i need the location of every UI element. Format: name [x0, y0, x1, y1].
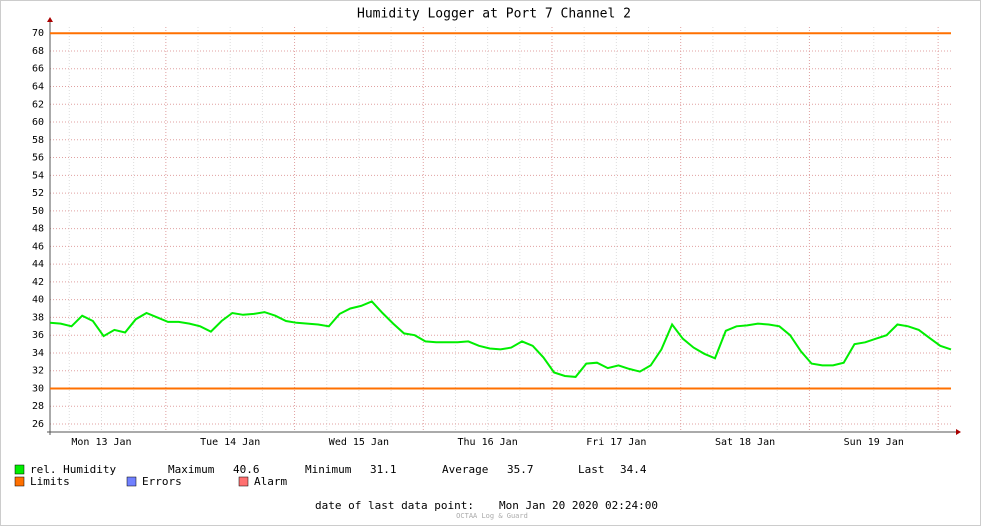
- stat-value: 34.4: [620, 463, 647, 476]
- y-tick-label: 36: [32, 330, 44, 341]
- legend-label: Errors: [142, 475, 182, 488]
- y-tick-label: 66: [32, 64, 44, 75]
- y-tick-label: 54: [32, 170, 44, 181]
- y-tick-label: 50: [32, 206, 44, 217]
- legend-label: Alarm: [254, 475, 287, 488]
- last-point: Mon Jan 20 2020 02:24:00: [499, 499, 658, 512]
- legend-label: rel. Humidity: [30, 463, 116, 476]
- y-tick-label: 68: [32, 46, 44, 57]
- chart-title: Humidity Logger at Port 7 Channel 2: [357, 7, 631, 22]
- y-tick-label: 62: [32, 99, 44, 110]
- y-tick-label: 52: [32, 188, 44, 199]
- stat-value: 35.7: [507, 463, 534, 476]
- x-tick-label: Tue 14 Jan: [200, 437, 260, 448]
- stat-value: 40.6: [233, 463, 260, 476]
- y-tick-label: 44: [32, 259, 44, 270]
- legend-swatch: [238, 476, 249, 487]
- stat-label: Minimum: [305, 463, 352, 476]
- x-tick-label: Sun 19 Jan: [844, 437, 904, 448]
- legend-swatch: [14, 464, 25, 475]
- x-tick-label: Thu 16 Jan: [458, 437, 518, 448]
- y-tick-label: 58: [32, 135, 44, 146]
- y-tick-label: 70: [32, 28, 44, 39]
- x-tick-label: Sat 18 Jan: [715, 437, 775, 448]
- stat-value: 31.1: [370, 463, 397, 476]
- y-tick-label: 34: [32, 348, 44, 359]
- y-tick-label: 46: [32, 241, 44, 252]
- watermark: OCTAA Log & Guard: [456, 512, 528, 520]
- y-tick-label: 64: [32, 82, 44, 93]
- arrow: [956, 429, 961, 435]
- line: [49, 300, 952, 378]
- legend-swatch: [14, 476, 25, 487]
- legend-label: Limits: [30, 475, 70, 488]
- stat-label: Maximum: [168, 463, 215, 476]
- stat-label: Average: [442, 463, 488, 476]
- arrow: [47, 17, 53, 22]
- y-tick-label: 48: [32, 224, 44, 235]
- x-tick-label: Mon 13 Jan: [71, 437, 131, 448]
- y-tick-label: 42: [32, 277, 44, 288]
- y-tick-label: 56: [32, 153, 44, 164]
- stat-label: Last: [578, 463, 605, 476]
- y-tick-label: 60: [32, 117, 44, 128]
- last-point-label: date of last data point:: [315, 499, 474, 512]
- legend-swatch: [126, 476, 137, 487]
- y-tick-label: 26: [32, 419, 44, 430]
- x-tick-label: Fri 17 Jan: [586, 437, 646, 448]
- y-tick-label: 30: [32, 383, 44, 394]
- y-tick-label: 32: [32, 366, 44, 377]
- x-tick-label: Wed 15 Jan: [329, 437, 389, 448]
- y-tick-label: 28: [32, 401, 44, 412]
- y-tick-label: 40: [32, 295, 44, 306]
- y-tick-label: 38: [32, 312, 44, 323]
